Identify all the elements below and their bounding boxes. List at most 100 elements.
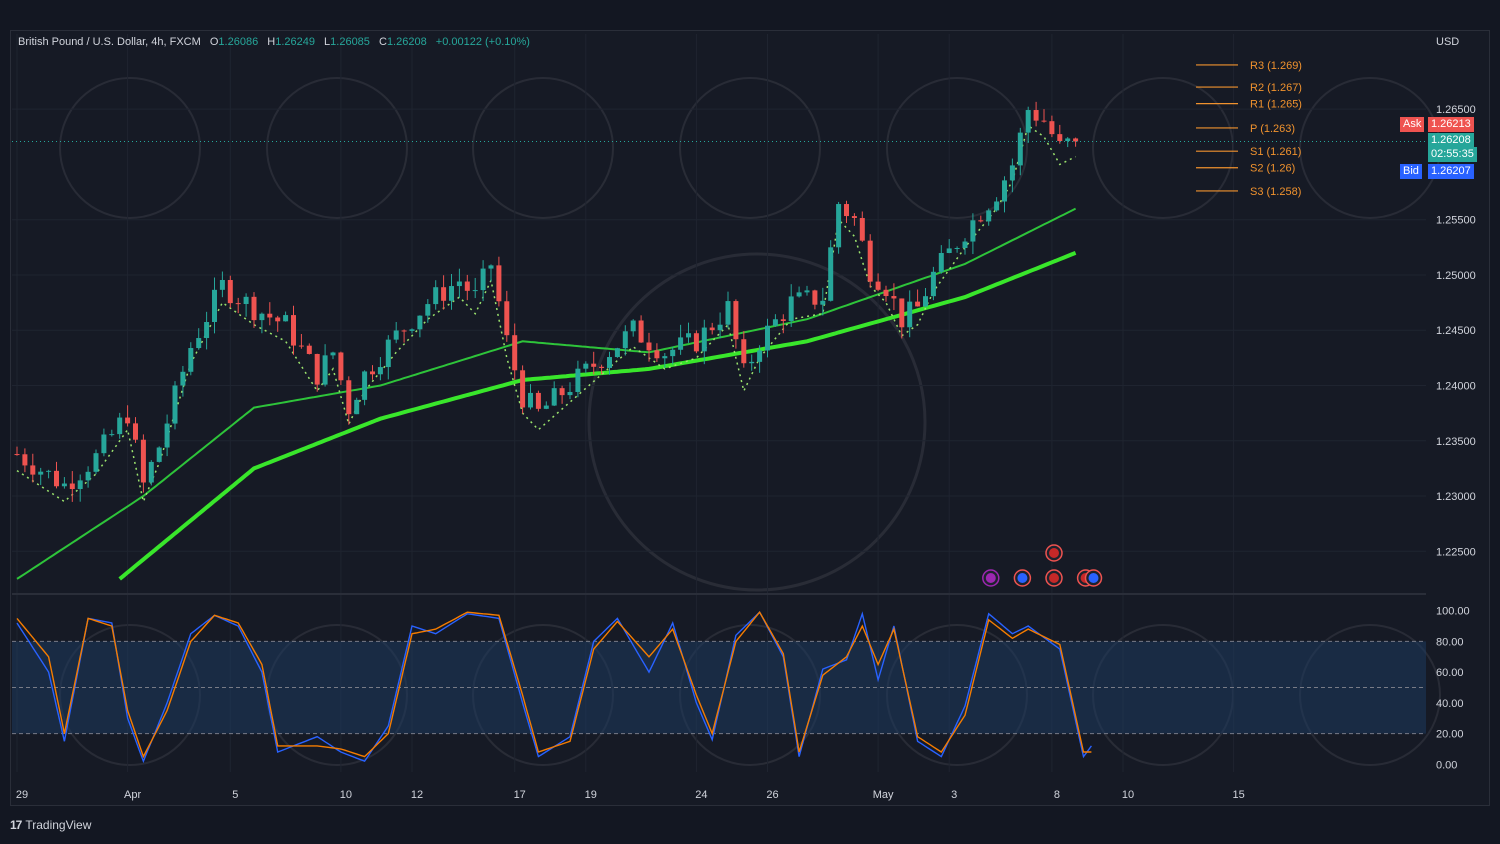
candle-body	[504, 301, 510, 336]
event-dot	[1049, 548, 1059, 558]
candle-body	[449, 286, 454, 301]
time-tick-label: 26	[766, 789, 778, 801]
candle-body	[1017, 132, 1023, 166]
candle-body	[322, 355, 328, 385]
stoch-tick-label: 0.00	[1436, 759, 1457, 771]
candle-body	[1041, 120, 1047, 122]
watermark-ring	[266, 77, 408, 219]
candle-body	[291, 315, 296, 346]
candle-body	[488, 265, 494, 269]
candle-body	[583, 363, 589, 369]
time-tick-label: 3	[951, 789, 957, 801]
watermark-ring	[679, 77, 821, 219]
last-price: 1.26208	[1428, 133, 1474, 148]
candle-body	[607, 357, 612, 368]
event-dot	[1017, 573, 1028, 583]
candle-body	[362, 371, 368, 400]
bar-countdown: 02:55:35	[1428, 147, 1477, 162]
candle-body	[709, 327, 715, 331]
candle-body	[1057, 134, 1063, 142]
candle-body	[559, 388, 565, 396]
candle-body	[820, 300, 826, 305]
price-tick-label: 1.24500	[1436, 325, 1476, 337]
candle-body	[338, 352, 344, 381]
candle-body	[962, 241, 968, 249]
close-label: C	[378, 36, 387, 48]
candle-body	[496, 265, 502, 302]
stoch-tick-label: 20.00	[1436, 729, 1464, 741]
candle-body	[812, 290, 818, 305]
candle-body	[1065, 138, 1071, 142]
watermark-ring	[59, 77, 201, 219]
pivot-label: P (1.263)	[1250, 123, 1295, 135]
candle-body	[164, 423, 170, 448]
tradingview-brand[interactable]: 17 TradingView	[10, 818, 91, 832]
us-flag-icon[interactable]	[1013, 569, 1032, 587]
pivot-label: S2 (1.26)	[1250, 163, 1295, 175]
candle-body	[354, 399, 360, 415]
candle-body	[662, 356, 668, 359]
watermark-center-ring	[587, 252, 927, 592]
candle-body	[346, 380, 352, 415]
symbol-name: British Pound / U.S. Dollar, 4h, FXCM	[18, 36, 201, 48]
candle-body	[883, 289, 889, 297]
uk-flag-icon[interactable]	[1045, 544, 1063, 562]
candle-body	[986, 210, 992, 222]
candle-body	[204, 322, 210, 339]
us-flag-icon[interactable]	[1084, 569, 1103, 587]
tradingview-logo-icon: 17	[10, 818, 22, 832]
stoch-tick-label: 100.00	[1436, 606, 1470, 618]
pivot-label: S3 (1.258)	[1250, 186, 1301, 198]
stoch-d-line	[16, 610, 1092, 759]
currency-label[interactable]: USD	[1436, 36, 1460, 48]
change-value: +0.00122 (+0.10%)	[435, 36, 530, 48]
ema-slow-line	[118, 251, 1077, 581]
candle-body	[915, 301, 921, 307]
candle-body	[907, 301, 913, 328]
price-tick-label: 1.25500	[1436, 215, 1476, 227]
event-icons[interactable]	[982, 544, 1103, 587]
candle-body	[425, 304, 431, 316]
candle-body	[749, 361, 755, 364]
ema-lines	[16, 124, 1077, 581]
price-tick-label: 1.22500	[1436, 546, 1476, 558]
candle-body	[30, 465, 36, 475]
watermark-ring	[1299, 77, 1441, 219]
stoch-tick-label: 60.00	[1436, 667, 1464, 679]
time-tick-label: May	[873, 789, 894, 801]
candle-body	[472, 290, 478, 292]
candle-body	[156, 447, 162, 462]
candle-body	[393, 330, 399, 340]
candle-body	[180, 371, 186, 386]
low-label: L	[324, 36, 331, 48]
uk-flag-icon[interactable]	[1045, 569, 1063, 587]
candle-body	[93, 453, 99, 472]
candle-body	[796, 292, 802, 297]
candle-body	[14, 454, 20, 456]
event-dot	[1049, 573, 1059, 583]
candle-body	[875, 281, 881, 290]
candle-body	[441, 287, 447, 301]
candle-body	[385, 339, 391, 368]
brand-name: TradingView	[25, 818, 92, 832]
candle-body	[938, 253, 944, 272]
candle-body	[520, 370, 526, 408]
time-tick-label: 19	[585, 789, 597, 801]
ask-price: 1.26213	[1428, 117, 1474, 132]
candle-body	[772, 319, 778, 326]
candle-body	[125, 417, 131, 424]
candle-body	[219, 280, 225, 290]
candle-body	[1002, 180, 1007, 202]
axes: 1.26500 1.25500 1.25000 1.24500 1.24000 1.235…	[16, 104, 1476, 801]
high-value: 1.26249	[275, 36, 315, 48]
ema-mid-line	[16, 207, 1077, 580]
lightning-icon[interactable]	[982, 569, 1000, 587]
time-tick-label: 5	[232, 789, 238, 801]
candle-body	[283, 315, 289, 322]
pivot-label: R3 (1.269)	[1250, 60, 1302, 72]
price-tick-label: 1.24000	[1436, 381, 1476, 393]
candle-body	[1049, 121, 1055, 135]
candle-body	[433, 287, 439, 305]
candle-body	[535, 392, 541, 409]
